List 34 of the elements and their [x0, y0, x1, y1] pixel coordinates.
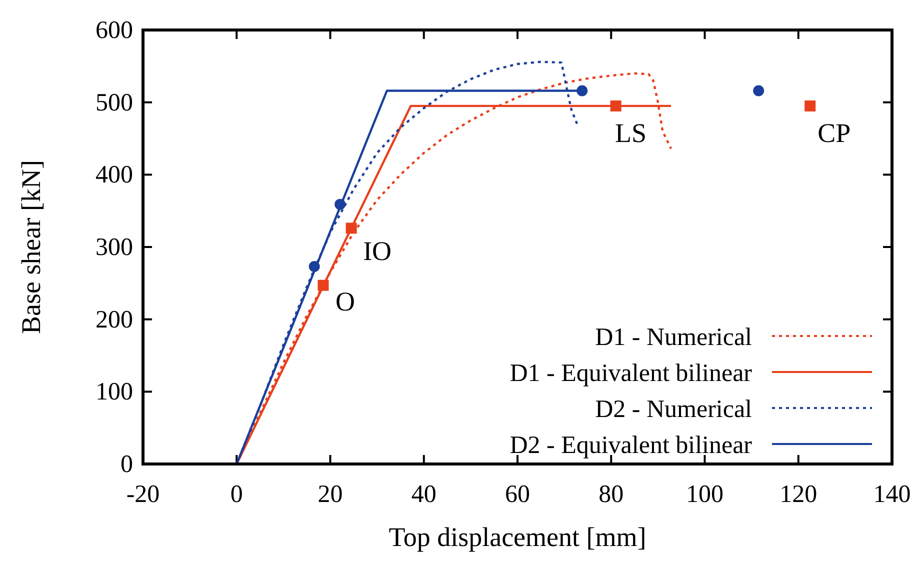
point: [318, 280, 329, 291]
x-tick-label: 40: [411, 481, 436, 508]
x-tick-label: 60: [505, 481, 530, 508]
annotation: LS: [615, 118, 647, 148]
point: [334, 198, 346, 210]
point: [610, 100, 622, 112]
x-tick-label: 20: [318, 481, 343, 508]
point: [576, 85, 588, 96]
y-tick-label: 600: [96, 17, 133, 44]
y-tick-label: 0: [120, 451, 133, 478]
y-tick-label: 200: [96, 306, 133, 334]
x-tick-label: 120: [780, 481, 818, 508]
x-tick-label: 80: [598, 481, 624, 508]
x-tick-label: 100: [686, 481, 724, 508]
legend-label: D1 - Numerical: [595, 324, 752, 351]
annotation: O: [335, 286, 355, 316]
y-tick-label: 400: [96, 162, 133, 189]
annotation: CP: [818, 118, 851, 148]
legend-label: D2 - Equivalent bilinear: [510, 432, 753, 459]
x-tick-label: -20: [126, 481, 160, 508]
annotation: IO: [363, 236, 392, 266]
point: [804, 100, 816, 112]
legend-label: D2 - Numerical: [595, 396, 752, 423]
legend-label: D1 - Equivalent bilinear: [510, 360, 753, 387]
x-tick-label: 140: [873, 481, 911, 508]
point: [346, 222, 357, 234]
y-tick-label: 100: [96, 378, 133, 406]
point: [753, 85, 764, 96]
x-tick-label: 0: [230, 481, 243, 508]
point: [308, 261, 320, 272]
y-tick-label: 300: [96, 234, 133, 261]
y-axis-title: Base shear [kN]: [16, 160, 46, 334]
y-tick-label: 500: [96, 89, 133, 116]
x-axis-title: Top displacement [mm]: [388, 522, 646, 552]
